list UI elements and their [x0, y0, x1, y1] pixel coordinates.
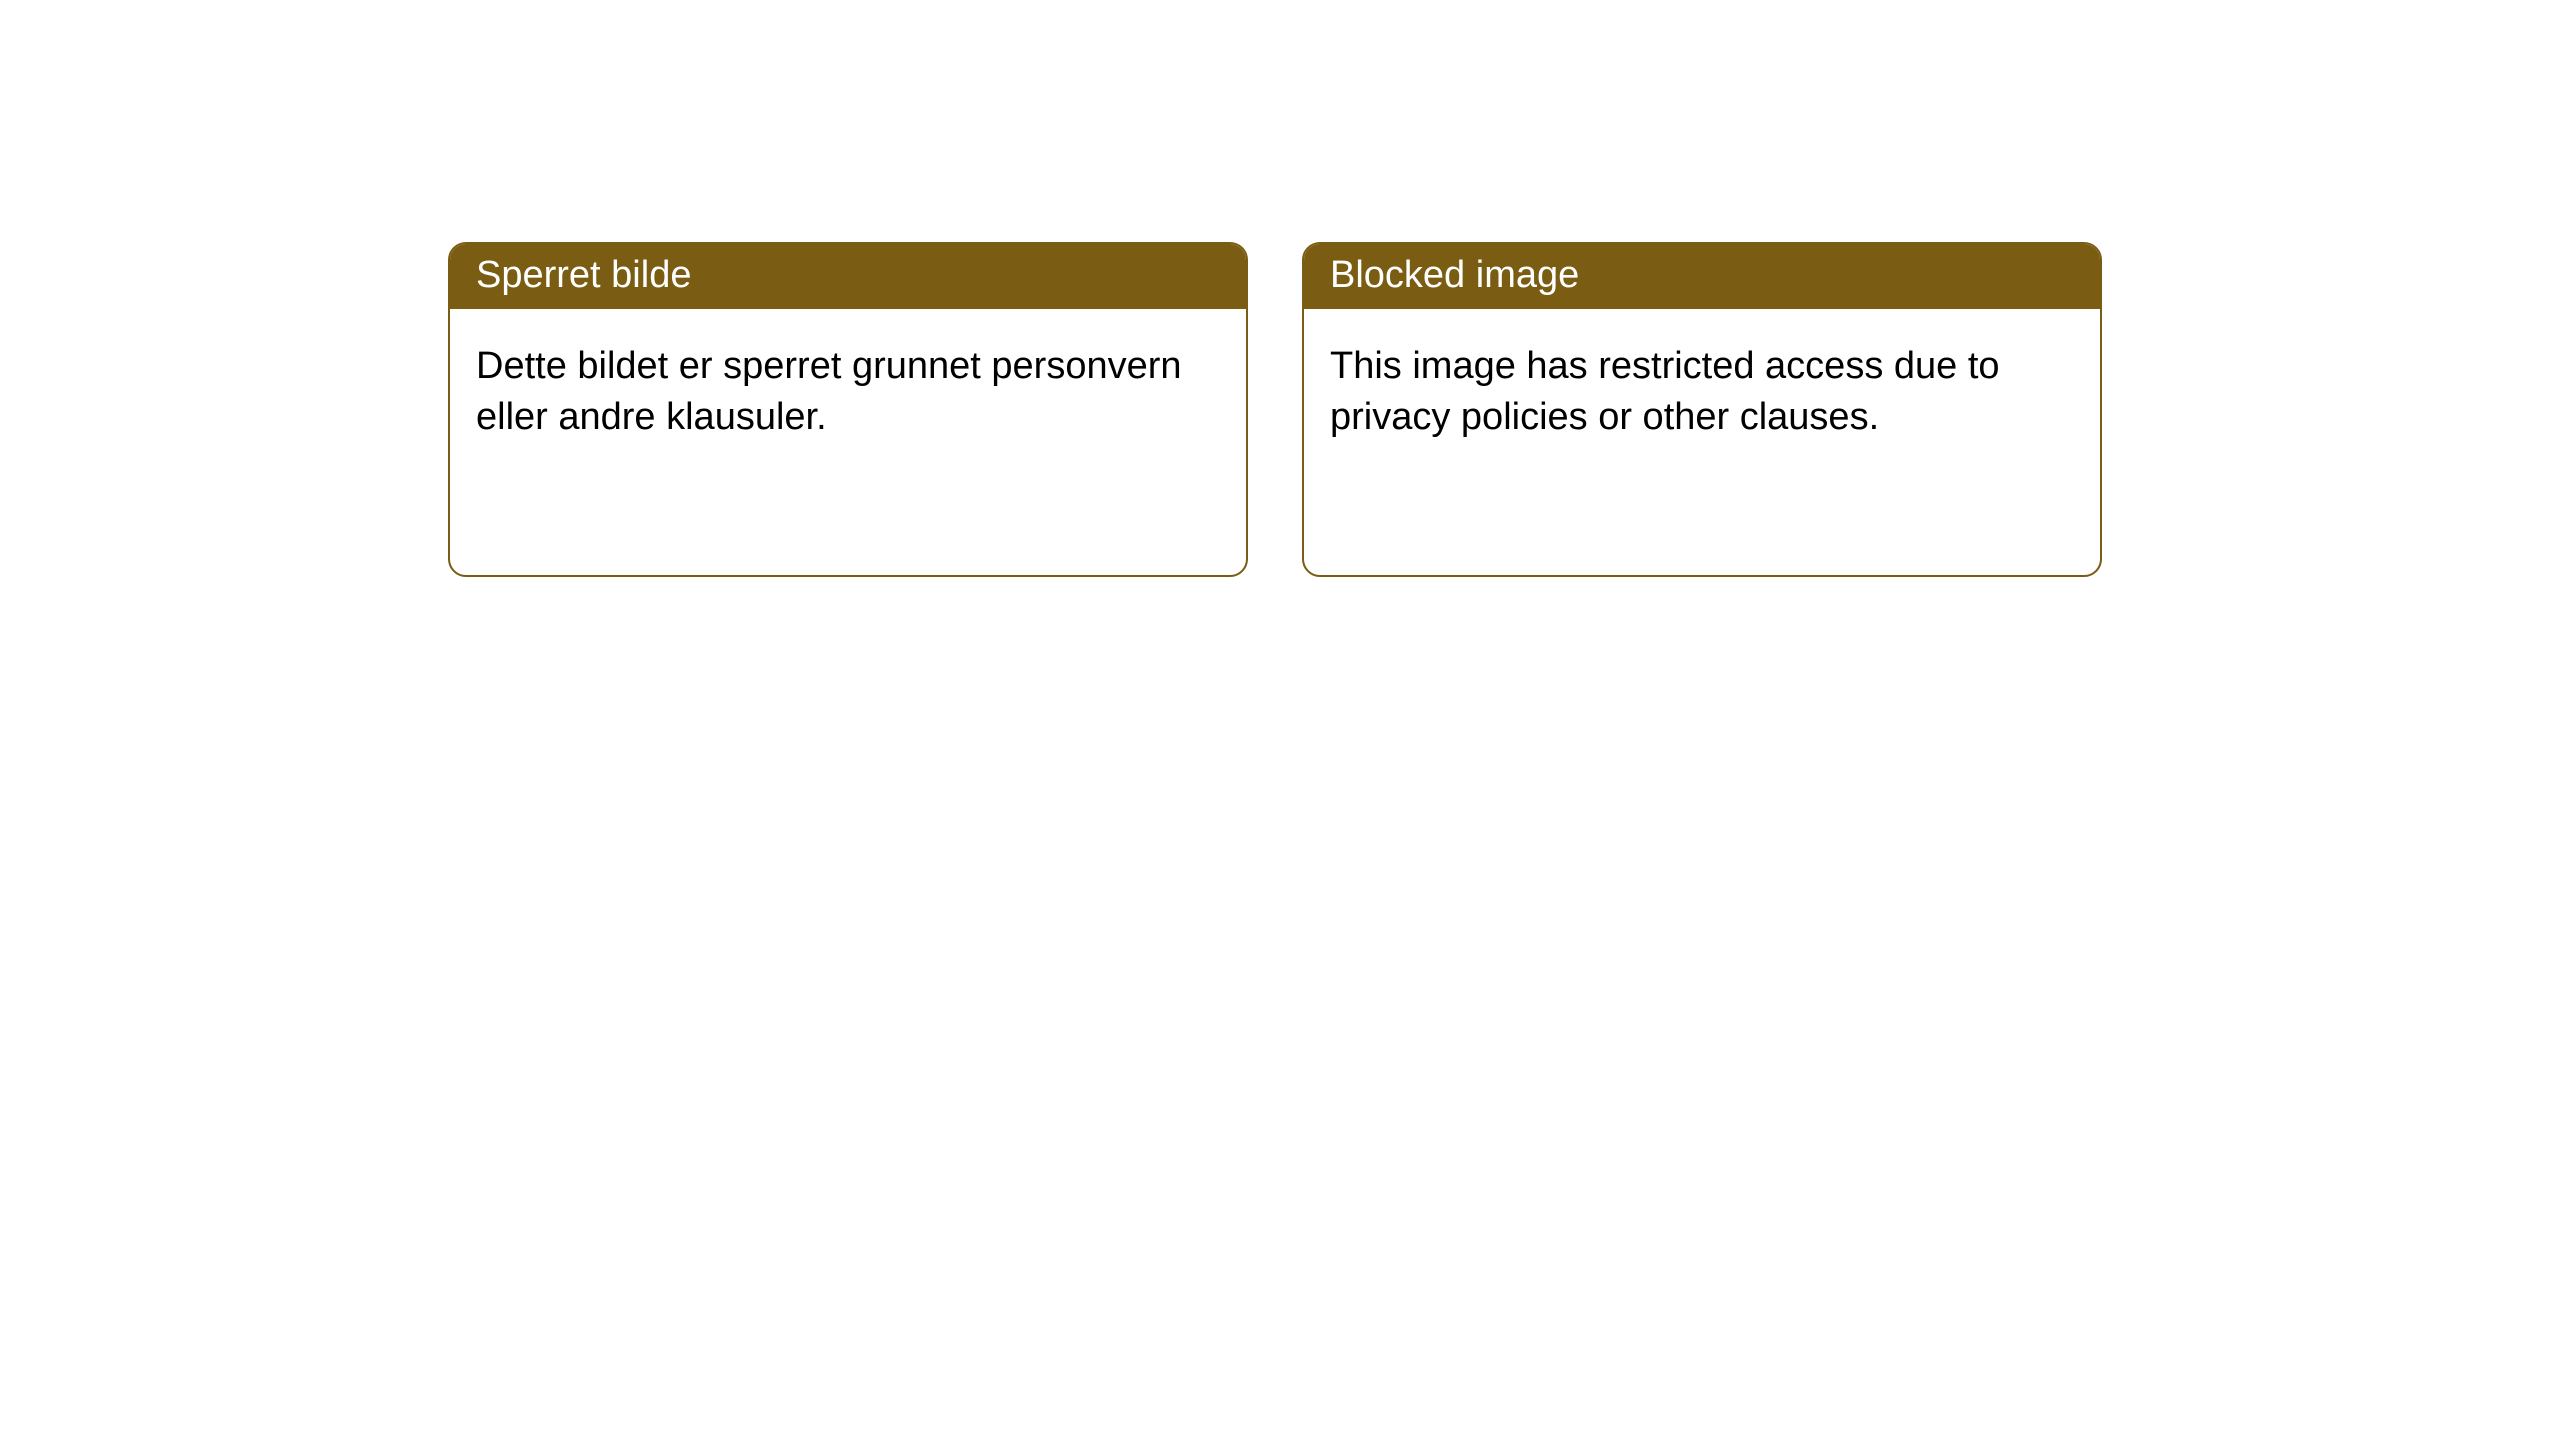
notice-card-en: Blocked image This image has restricted … — [1302, 242, 2102, 577]
card-header-no: Sperret bilde — [450, 244, 1246, 309]
card-header-en: Blocked image — [1304, 244, 2100, 309]
notice-container: Sperret bilde Dette bildet er sperret gr… — [0, 0, 2560, 577]
card-body-en: This image has restricted access due to … — [1304, 309, 2100, 476]
card-body-text: This image has restricted access due to … — [1330, 345, 2000, 438]
notice-card-no: Sperret bilde Dette bildet er sperret gr… — [448, 242, 1248, 577]
card-body-no: Dette bildet er sperret grunnet personve… — [450, 309, 1246, 476]
card-header-text: Sperret bilde — [476, 254, 691, 296]
card-body-text: Dette bildet er sperret grunnet personve… — [476, 345, 1182, 438]
card-header-text: Blocked image — [1330, 254, 1579, 296]
